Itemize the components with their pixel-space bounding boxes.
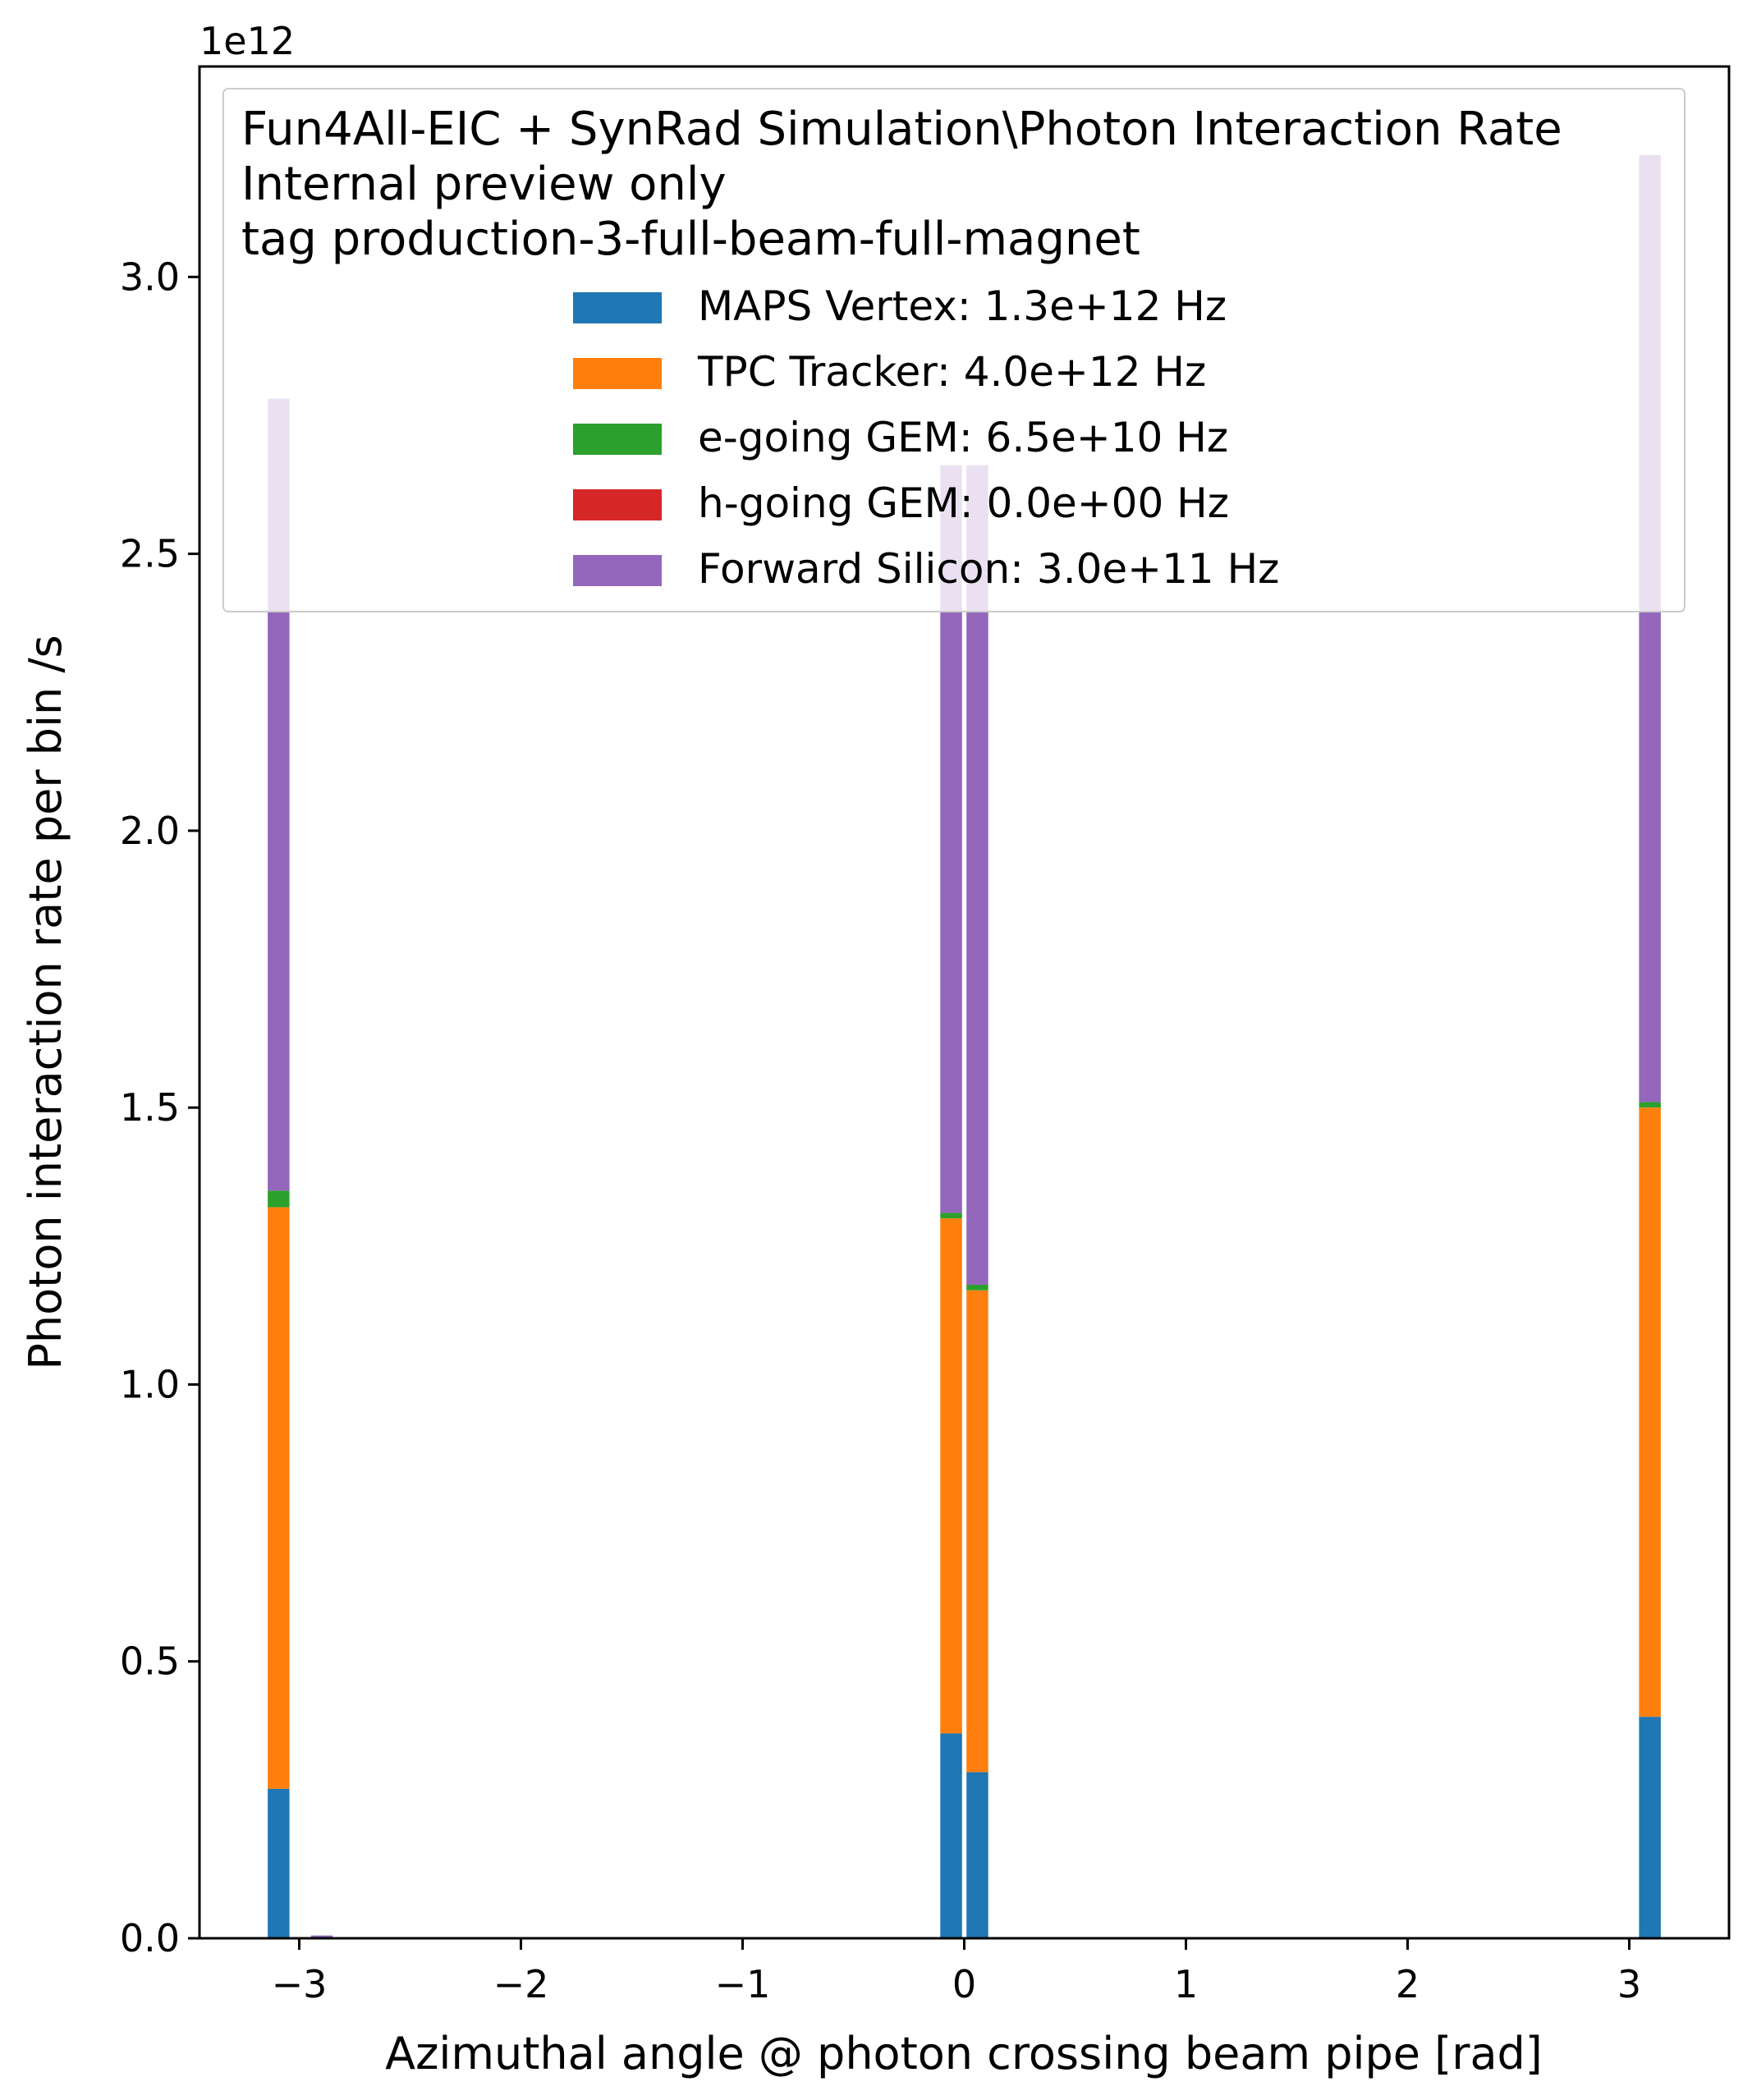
legend-label-2: TPC Tracker: 4.0e+12 Hz <box>697 348 1206 396</box>
bar-segment-2-bin-1 <box>268 1207 290 1789</box>
legend-swatch-1 <box>573 292 662 323</box>
y-tick-label: 1.5 <box>120 1085 180 1130</box>
legend-label-1: MAPS Vertex: 1.3e+12 Hz <box>698 282 1227 330</box>
legend-swatch-4 <box>573 489 662 520</box>
x-tick-label: −3 <box>272 1962 328 2006</box>
y-multiplier-label: 1e12 <box>200 19 295 63</box>
y-axis-label: Photon interaction rate per bin /s <box>20 635 71 1369</box>
bar-segment-2-bin-3 <box>940 1218 962 1734</box>
x-tick-label: 1 <box>1174 1962 1198 2006</box>
bar-segment-1-bin-4 <box>966 1772 988 1938</box>
legend-swatch-5 <box>573 555 662 586</box>
x-tick-label: 2 <box>1396 1962 1419 2006</box>
legend-entries: MAPS Vertex: 1.3e+12 Hz TPC Tracker: 4.0e… <box>573 282 1279 593</box>
legend-title-line-1: Fun4All-EIC + SynRad Simulation\Photon I… <box>241 103 1562 156</box>
y-tick-label: 3.0 <box>120 254 180 299</box>
bar-segment-5-bin-2 <box>310 1935 333 1938</box>
bar-segment-3-bin-3 <box>940 1213 962 1218</box>
bar-segment-1-bin-3 <box>940 1733 962 1938</box>
x-tick-label: −1 <box>715 1962 771 2006</box>
bar-segment-3-bin-5 <box>1639 1102 1661 1108</box>
y-tick-label: 2.5 <box>120 532 180 576</box>
plot-frame <box>198 65 1731 1940</box>
legend-label-4: h-going GEM: 0.0e+00 Hz <box>698 479 1229 527</box>
legend-label-3: e-going GEM: 6.5e+10 Hz <box>698 414 1228 461</box>
legend: Fun4All-EIC + SynRad Simulation\Photon I… <box>222 88 1685 612</box>
y-tick-label: 1.0 <box>120 1362 180 1406</box>
legend-swatch-3 <box>573 424 662 455</box>
x-tick-label: 0 <box>952 1962 976 2006</box>
ticks-layer: −3 −2 −1 0 1 2 3 0.0 0.5 1.0 1.5 2.0 2.5 3.0 <box>120 254 1641 2006</box>
y-tick-label: 2.0 <box>120 809 180 853</box>
legend-title-line-3: tag production-3-full-beam-full-magnet <box>241 213 1140 266</box>
bar-segment-3-bin-1 <box>268 1190 290 1208</box>
x-tick-label: 3 <box>1617 1962 1641 2006</box>
bar-segment-2-bin-4 <box>966 1290 988 1772</box>
x-axis-label: Azimuthal angle @ photon crossing beam p… <box>385 2028 1543 2079</box>
legend-label-5: Forward Silicon: 3.0e+11 Hz <box>698 545 1279 593</box>
bar-segment-3-bin-4 <box>966 1285 988 1291</box>
bar-segment-1-bin-5 <box>1639 1717 1661 1938</box>
legend-box <box>222 88 1685 612</box>
bars-layer <box>268 154 1661 1938</box>
legend-swatch-2 <box>573 358 662 389</box>
y-tick-label: 0.0 <box>120 1916 180 1960</box>
bar-segment-1-bin-1 <box>268 1788 290 1938</box>
legend-title-line-2: Internal preview only <box>241 158 727 211</box>
x-tick-label: −2 <box>493 1962 549 2006</box>
y-tick-label: 0.5 <box>120 1639 180 1684</box>
bar-segment-2-bin-5 <box>1639 1107 1661 1717</box>
